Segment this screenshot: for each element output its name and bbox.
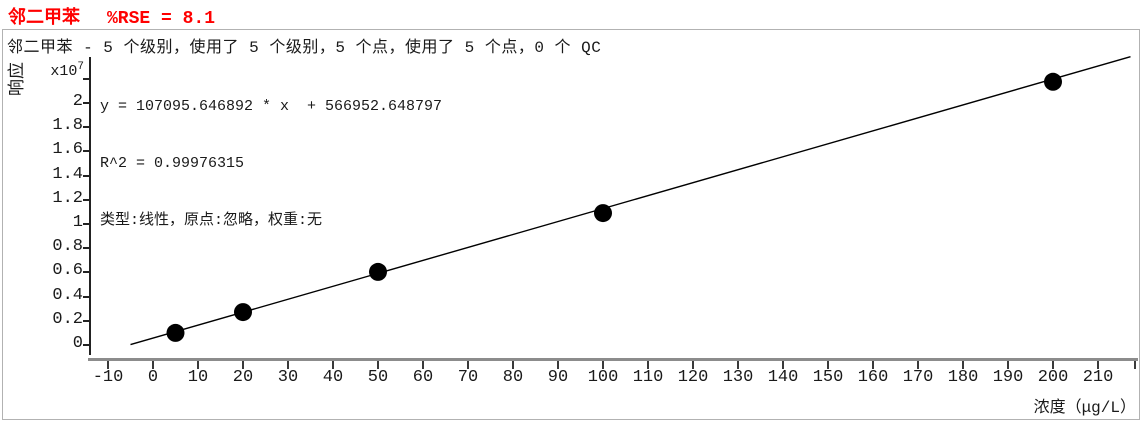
x-axis-tick: [467, 361, 469, 369]
x-axis-tick: [512, 361, 514, 369]
x-axis-tick: [557, 361, 559, 369]
x-axis-tick-label: 170: [902, 368, 934, 387]
x-axis-tick-label: 60: [412, 368, 434, 387]
compound-title-row: 邻二甲苯 %RSE = 8.1: [8, 3, 215, 29]
x-axis-tick: [1007, 361, 1009, 369]
y-axis-tick-label: 0.4: [52, 285, 83, 305]
x-axis-tick: [737, 361, 739, 369]
x-axis-tick-label: 190: [992, 368, 1024, 387]
x-axis-tick-label: 110: [632, 368, 664, 387]
x-axis-tick-label: 100: [587, 368, 619, 387]
x-axis-tick-label: 90: [547, 368, 569, 387]
y-axis-tick: [83, 247, 90, 250]
x-axis-tick-label: 50: [367, 368, 389, 387]
y-axis-tick-label: 1: [72, 213, 83, 232]
x-axis-tick-label: -10: [92, 368, 124, 387]
x-axis-tick: [692, 361, 694, 369]
y-axis-tick: [83, 344, 90, 346]
x-axis-tick: [602, 361, 604, 369]
x-axis-end-tick: [1134, 361, 1136, 369]
fit-equation-text: y = 107095.646892 * x + 566952.648797: [100, 98, 443, 115]
x-axis-tick-label: 140: [767, 368, 799, 387]
y-axis-scale-label: x107: [50, 61, 84, 80]
y-axis-tick-label: 1.8: [52, 116, 83, 136]
calibration-point[interactable]: [166, 323, 185, 342]
x-axis-tick-label: 70: [457, 368, 479, 387]
y-axis-tick: [83, 271, 90, 274]
calibration-point[interactable]: [369, 262, 387, 281]
calibration-point[interactable]: [594, 204, 612, 223]
x-axis-tick: [287, 361, 289, 369]
y-axis-tick-label: 0.6: [52, 261, 83, 281]
y-axis-line: [89, 57, 91, 355]
x-axis-tick: [422, 361, 424, 369]
compound-name: 邻二甲苯: [8, 9, 80, 29]
x-axis-tick-label: 150: [812, 368, 844, 387]
x-axis-tick-label: 10: [187, 368, 209, 387]
x-axis-tick: [332, 361, 334, 369]
x-axis-tick: [242, 361, 244, 369]
y-axis-tick-label: 0: [72, 334, 83, 353]
x-axis-tick-label: 200: [1037, 368, 1069, 387]
x-axis-tick: [1097, 361, 1099, 369]
x-axis-title: 浓度（μg/L）: [1033, 399, 1136, 417]
y-axis-tick-label: 2: [72, 92, 83, 111]
calibration-point[interactable]: [234, 303, 252, 322]
y-axis-tick-label: 1.2: [52, 188, 83, 208]
x-axis-tick: [152, 361, 154, 369]
x-axis-tick-label: 80: [502, 368, 524, 387]
y-axis-tick: [83, 223, 90, 225]
x-axis-tick: [827, 361, 829, 369]
y-axis-end-tick: [83, 78, 90, 80]
y-axis-tick: [83, 126, 90, 129]
y-axis-title: 响应: [9, 62, 28, 96]
x-axis-tick: [872, 361, 874, 369]
x-axis-tick: [1052, 361, 1054, 369]
fit-model-text: 类型:线性，原点:忽略，权重:无: [100, 212, 323, 229]
curve-summary-text: 邻二甲苯 - 5 个级别，使用了 5 个级别，5 个点，使用了 5 个点，0 个…: [7, 39, 602, 57]
y-axis-tick-label: 0.8: [52, 237, 83, 257]
x-axis-tick-label: 20: [232, 368, 254, 387]
y-axis-tick: [83, 150, 90, 153]
fit-r2-text: R^2 = 0.99976315: [100, 155, 245, 172]
x-axis-line: [88, 358, 1138, 361]
y-axis-tick-label: 1.6: [52, 140, 83, 160]
fit-annotation-block: y = 107095.646892 * x + 566952.648797 R^…: [100, 59, 442, 268]
y-axis-tick: [83, 102, 90, 104]
x-axis-tick: [377, 361, 379, 369]
x-axis-tick: [647, 361, 649, 369]
x-axis-tick-label: 130: [722, 368, 754, 387]
y-axis-tick: [83, 295, 90, 298]
x-axis-tick-label: 180: [947, 368, 979, 387]
y-axis-tick-label: 0.2: [52, 309, 83, 329]
x-axis-tick-label: 120: [677, 368, 709, 387]
x-axis-tick: [917, 361, 919, 369]
rse-value: %RSE = 8.1: [107, 9, 216, 29]
x-axis-tick: [782, 361, 784, 369]
y-axis-tick: [83, 198, 90, 201]
y-axis-tick: [83, 319, 90, 322]
x-axis-tick-label: 40: [322, 368, 344, 387]
y-axis-tick-label: 1.4: [52, 164, 83, 184]
x-axis-tick: [197, 361, 199, 369]
y-axis-tick: [83, 174, 90, 177]
x-axis-tick: [962, 361, 964, 369]
x-axis-tick-label: 30: [277, 368, 299, 387]
x-axis-tick-label: 0: [147, 368, 159, 387]
x-axis-tick: [107, 361, 109, 369]
x-axis-tick-label: 210: [1082, 368, 1114, 387]
x-axis-tick-label: 160: [857, 368, 889, 387]
calibration-point[interactable]: [1044, 72, 1062, 91]
